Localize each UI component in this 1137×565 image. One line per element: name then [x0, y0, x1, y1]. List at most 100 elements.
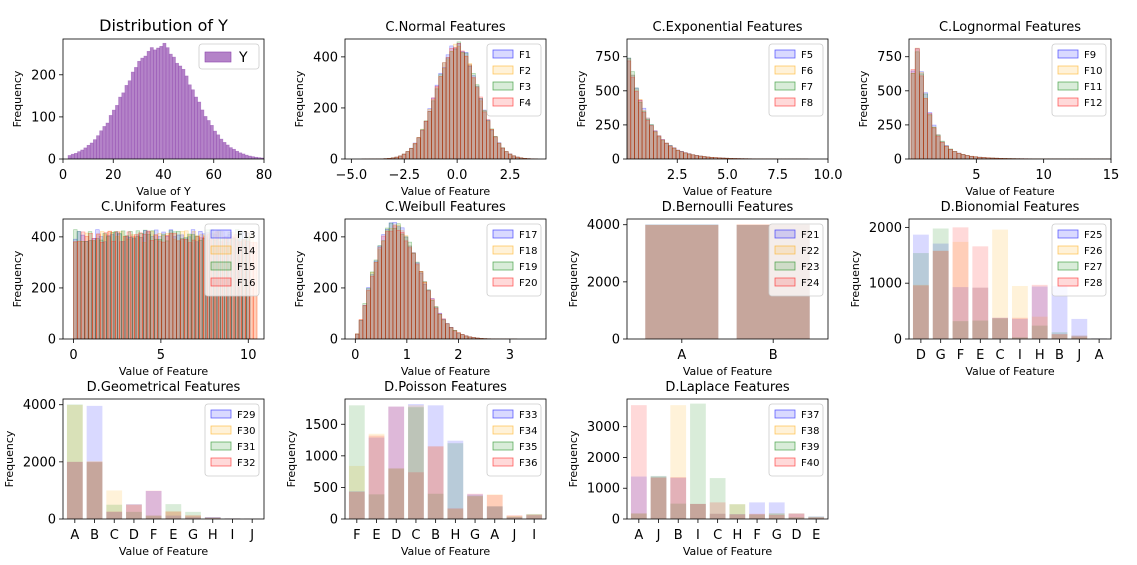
hist-bin-Y-25: [146, 50, 151, 159]
bar-F27-C: [992, 318, 1009, 339]
legend: F1 F2 F3 F4: [486, 43, 542, 117]
bar-F34-A: [486, 494, 503, 519]
hist-bin-F19-10: [392, 227, 397, 339]
hist-bin-F7-15: [683, 152, 688, 159]
hist-bin-Y-12: [105, 122, 110, 159]
x-tick-label: 2.5: [500, 168, 521, 183]
subplot-binomial: D.Bionomial Features Value of Feature Freq…: [849, 200, 1112, 378]
hist-bin-F19-0: [355, 333, 360, 339]
legend-swatch-F13: [210, 229, 232, 239]
y-tick-label: 0: [612, 153, 620, 168]
hist-bin-F13-12: [117, 233, 122, 339]
x-tick-label: I: [532, 528, 536, 543]
legend-label-F34: F34: [519, 426, 537, 437]
hist-bin-F18-20: [430, 299, 435, 339]
axes-frame: [344, 398, 547, 520]
bar-F29-A: [66, 461, 83, 519]
hist-bin-F13-33: [194, 241, 199, 339]
hist-bin-F12-13: [964, 155, 970, 159]
hist-bin-F16-7: [99, 242, 105, 339]
hist-bin-F16-27: [176, 240, 181, 339]
bar-F33-H: [447, 440, 464, 519]
hist-bin-Y-41: [197, 101, 202, 159]
hist-bin-F16-19: [145, 230, 151, 339]
marks: [910, 47, 1111, 159]
legend-swatch-F22: [774, 245, 796, 255]
hist-bin-F20-0: [355, 333, 360, 339]
hist-bin-F9-2: [919, 71, 924, 159]
hist-bin-F15-28: [176, 231, 181, 339]
hist-bin-F3-26: [456, 41, 462, 159]
bar-F31-F: [145, 515, 162, 519]
hist-bin-F5-21: [705, 156, 711, 159]
x-tick-label: 2: [454, 348, 462, 363]
hist-bin-F10-0: [910, 73, 916, 159]
legend-swatch-F11: [1057, 81, 1079, 91]
hist-bin-F2-24: [449, 50, 454, 159]
bar-F34-C: [408, 405, 424, 519]
hist-bin-F7-19: [698, 155, 703, 159]
hist-bin-F7-1: [630, 71, 635, 159]
bar-F38-J: [650, 476, 667, 519]
hist-bin-F1-27: [460, 51, 465, 159]
bar-F34-E: [368, 433, 385, 519]
hist-bin-F17-3: [366, 287, 371, 339]
bar-F36-D: [388, 406, 405, 519]
hist-bin-F3-11: [401, 153, 407, 159]
legend-swatch-F37: [774, 409, 796, 419]
hist-bin-F3-31: [475, 84, 480, 159]
bar-F22-A: [645, 224, 719, 339]
hist-bin-F15-7: [98, 239, 104, 339]
hist-bin-F8-14: [679, 151, 684, 159]
x-tick-label: I: [696, 528, 700, 543]
hist-bin-F16-2: [80, 231, 86, 339]
hist-bin-F19-1: [358, 320, 364, 339]
hist-bin-F8-11: [668, 145, 673, 159]
hist-bin-F14-20: [149, 231, 155, 339]
hist-bin-F13-34: [198, 231, 203, 339]
x-tick-label: H: [1035, 348, 1045, 363]
y-axis-label: Frequency: [11, 70, 24, 127]
marks: [66, 404, 261, 519]
hist-bin-F18-9: [388, 228, 394, 339]
hist-bin-F16-25: [168, 233, 174, 339]
hist-bin-F1-9: [394, 156, 399, 159]
hist-bin-F17-11: [396, 226, 401, 339]
hist-bin-F13-27: [172, 236, 177, 339]
bar-F28-I: [1011, 317, 1028, 339]
bar-F37-B: [670, 477, 687, 519]
legend-label-F39: F39: [801, 442, 819, 453]
hist-bin-F4-12: [405, 151, 410, 159]
x-tick-label: C: [110, 528, 119, 543]
hist-bin-F3-41: [511, 155, 516, 159]
hist-bin-F4-29: [467, 64, 472, 159]
bar-F27-E: [972, 320, 989, 339]
hist-bin-F18-7: [381, 240, 386, 339]
bar-F26-B: [1051, 334, 1068, 339]
bar-F38-C: [709, 513, 726, 519]
hist-bin-F18-16: [415, 264, 420, 339]
hist-bin-F16-23: [161, 241, 166, 339]
x-tick-label: D: [791, 528, 801, 543]
x-tick-label: 7.5: [767, 168, 788, 183]
legend-swatch-F8: [774, 97, 796, 107]
x-tick-label: E: [169, 528, 177, 543]
bar-F27-H: [1031, 325, 1048, 339]
hist-bin-F12-14: [969, 155, 974, 159]
hist-bin-F8-18: [694, 155, 699, 159]
hist-bin-F15-3: [84, 241, 89, 339]
legend-label-F4: F4: [519, 98, 531, 109]
bar-F36-F: [348, 491, 365, 519]
hist-bin-F6-14: [679, 151, 684, 159]
hist-bin-Y-56: [244, 154, 249, 159]
hist-bin-F20-28: [460, 334, 465, 339]
y-tick-label: 2000: [587, 451, 620, 466]
bar-F26-C: [992, 229, 1009, 339]
hist-bin-F3-39: [504, 151, 509, 159]
legend: F29 F30 F31 F32: [204, 403, 260, 477]
x-tick-label: B: [431, 528, 440, 543]
bar-F38-H: [729, 504, 746, 519]
hist-bin-F5-17: [690, 154, 696, 159]
hist-bin-Y-5: [83, 147, 88, 159]
legend-swatch-F9: [1057, 49, 1079, 59]
